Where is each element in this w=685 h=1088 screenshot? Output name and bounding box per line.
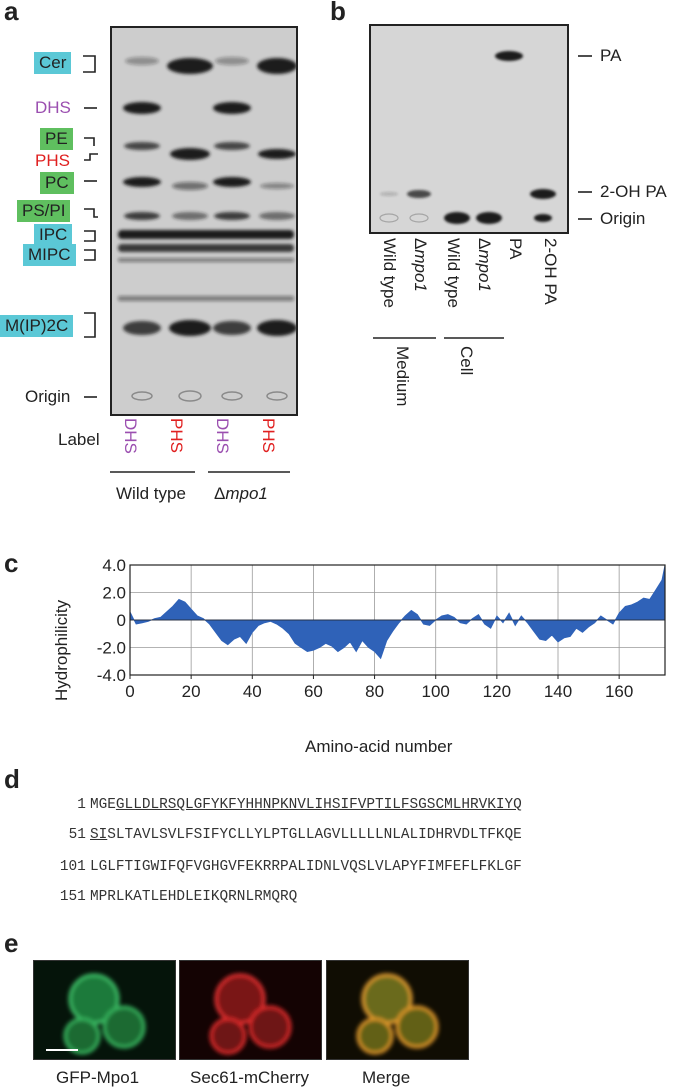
x-tick-label: 60 [304,682,323,701]
sequence-line: MPRLKATLEHDLEIKQRNLRMQRQ [90,889,297,905]
panel-e-letter: e [4,928,19,958]
hydrophilicity-chart: 4.0 2.0 0 -2.0 -4.0 0 20 40 60 80 100 120 140 160 [97,556,666,701]
sequence-text: MGE [90,797,116,813]
transmembrane-segment: SI [90,827,108,843]
y-tick-label: -4.0 [97,666,126,685]
y-tick-label: -2.0 [97,639,126,658]
sequence-line-number: 151 [59,889,86,905]
label-origin-b: Origin [600,209,646,228]
sec61-mcherry-image [179,960,322,1060]
x-tick-label: 120 [483,682,511,701]
hydrophilicity-area [129,564,666,660]
sequence-text: LGLFTIGWIFQFVGHGVFEKRRPALIDNLVQSLVLAPYFI… [90,859,522,875]
lane-label-phs-wt: PHS [167,418,186,453]
mcherry-cells [209,973,292,1055]
label-pe: PE [40,128,73,150]
sequence-text: SLTAVLSVLFSIFYCLLYLPTGLLAGVLLLLLNLALIDHR… [107,827,522,843]
panel-a-letter: a [4,0,19,26]
label-pc: PC [40,172,74,194]
gfp-cells [46,973,146,1055]
label-ipc: IPC [34,224,73,246]
lane-b-mpo1-cell: Δmpo1 [475,238,494,292]
label-dhs: DHS [35,98,71,117]
y-tick-label: 2.0 [102,584,126,603]
sequence-line-number: 1 [77,797,86,813]
lane-label-phs-mut: PHS [259,418,278,453]
caption-merge: Merge [362,1068,411,1087]
x-tick-label: 140 [544,682,572,701]
label-phs: PHS [35,151,70,170]
x-tick-label: 160 [605,682,633,701]
panel-a-tlc-plate [110,26,298,416]
group-b-medium: Medium [393,346,412,407]
label-cer: Cer [34,52,72,74]
caption-sec61-mcherry: Sec61-mCherry [190,1068,310,1087]
panel-d-letter: d [4,764,20,794]
label-mip2c: M(IP)2C [0,315,74,337]
y-tick-label: 0 [117,611,126,630]
panel-b-label-ticks [578,55,592,220]
sequence-line: MGEGLLDLRSQLGFYKFYHHNPKNVLIHSIFVPTILFSGS… [90,797,522,813]
panel-b-letter: b [330,0,346,26]
panel-b-tlc-bands [371,26,567,232]
x-tick-label: 0 [125,682,134,701]
lane-label-dhs-mut: DHS [213,418,232,454]
row-label-label: Label [58,430,100,449]
merge-cells [356,973,439,1055]
lane-b-wild-type-cell: Wild type [444,238,463,308]
label-origin-a: Origin [25,387,71,406]
panel-b-group-lines [373,337,504,339]
x-tick-label: 100 [422,682,450,701]
y-tick-label: 4.0 [102,556,126,575]
x-tick-label: 80 [365,682,384,701]
group-label-wild-type: Wild type [116,484,186,503]
panel-b-tlc-plate [369,24,569,234]
x-axis-label: Amino-acid number [305,737,453,756]
label-2oh-pa-b: 2-OH PA [600,182,667,201]
merge-image [326,960,469,1060]
group-b-cell: Cell [457,346,476,376]
label-pa-b: PA [600,46,622,65]
label-mipc: MIPC [23,244,76,266]
x-tick-label: 40 [243,682,262,701]
sequence-line: LGLFTIGWIFQFVGHGVFEKRRPALIDNLVQSLVLAPYFI… [90,859,522,875]
lane-b-wild-type-medium: Wild type [380,238,399,308]
chart-frame [129,564,666,676]
lane-b-mpo1-medium: Δmpo1 [411,238,430,292]
lane-b-2oh-pa: 2-OH PA [541,238,560,305]
x-tick-label: 20 [182,682,201,701]
label-ps-pi: PS/PI [17,200,71,222]
panel-a-group-lines [110,471,290,473]
transmembrane-segment: GLLDLRSQLGFYKFYHHNPKNVLIHSIFVPTILFSGSCML… [115,797,522,813]
sequence-line: SISLTAVLSVLFSIFYCLLYLPTGLLAGVLLLLLNLALID… [90,827,522,843]
group-label-mpo1: Δmpo1 [214,484,268,503]
panel-a-tlc-bands [112,28,297,414]
caption-gfp-mpo1: GFP-Mpo1 [56,1068,140,1087]
lane-b-pa: PA [506,238,525,260]
sequence-line-number: 51 [68,827,86,843]
lane-label-dhs-wt: DHS [121,418,140,454]
sequence-line-number: 101 [59,859,86,875]
gfp-mpo1-image [33,960,176,1060]
panel-a-label-connectors [83,55,98,398]
panel-c-letter: c [4,548,19,578]
sequence-text: MPRLKATLEHDLEIKQRNLRMQRQ [90,889,298,905]
y-axis-label: Hydrophilicity [52,599,71,701]
